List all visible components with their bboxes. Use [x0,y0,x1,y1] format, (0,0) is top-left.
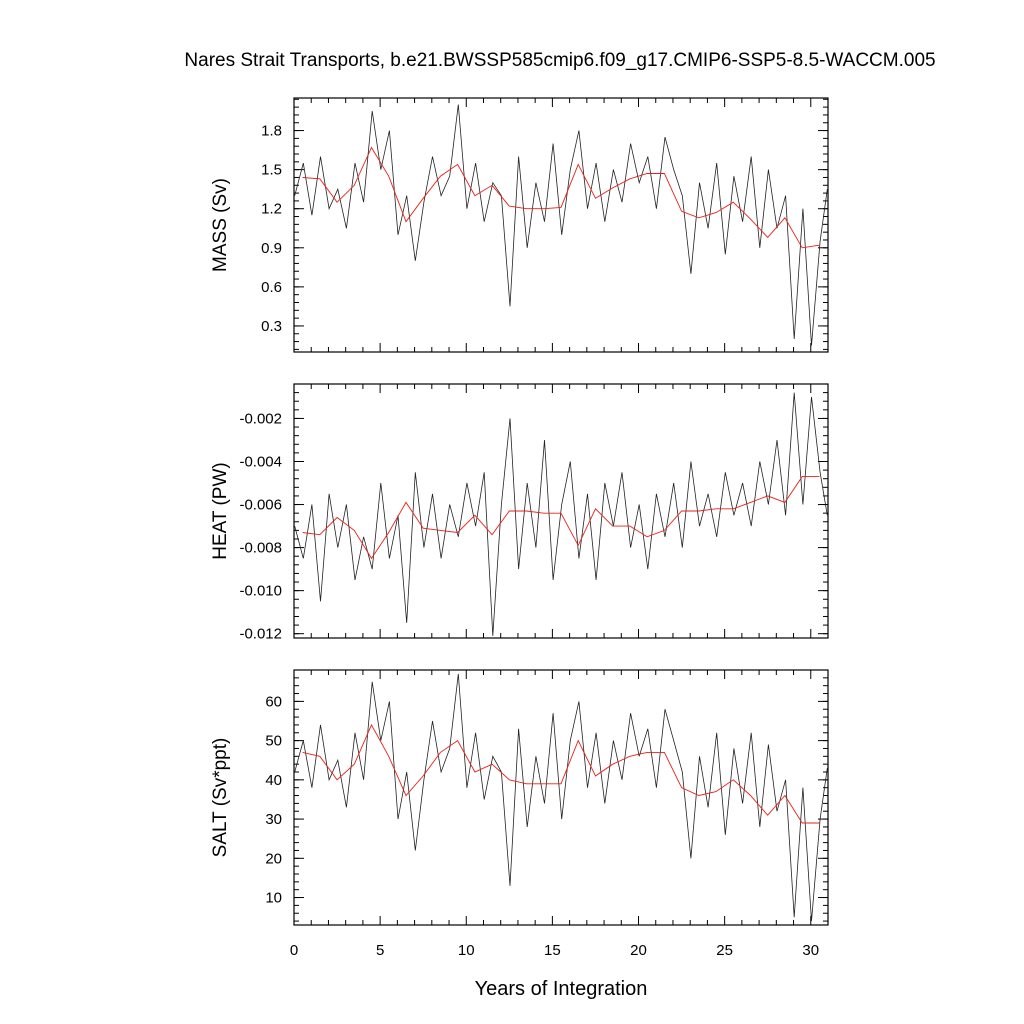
x-tick-label: 5 [376,942,384,959]
y-tick-label: 0.6 [261,279,282,296]
y-tick-label: 10 [265,890,282,907]
plot-frame [293,383,829,639]
monthly-series-line [294,104,828,346]
x-tick-label: 15 [544,942,561,959]
y-tick-label: 20 [265,850,282,867]
x-tick-label: 20 [630,942,647,959]
y-tick-label: 1.8 [261,123,282,140]
panel-bottom: 10 20 30 40 50 60 SALT (Sv*ppt) 0 5 10 15 20 25 30 Yea… [210,669,829,1000]
y-tick-label: -0.004 [239,453,282,470]
monthly-series-line [294,392,828,636]
y-tick-label: 30 [265,811,282,828]
y-tick-label: 60 [265,693,282,710]
monthly-series-line [294,673,828,922]
y-tick-label: -0.012 [239,626,282,643]
plot-frame [293,669,829,926]
running-mean-line [302,476,820,560]
running-mean-line [302,146,820,249]
y-axis-label: HEAT (PW) [210,462,231,559]
y-tick-label: 0.3 [261,318,282,335]
y-tick-label: 50 [265,733,282,750]
plot-frame [293,97,829,353]
y-axis-label: MASS (Sv) [210,178,231,272]
y-axis-label: SALT (Sv*ppt) [210,738,231,858]
x-tick-label: 25 [716,942,733,959]
x-tick-label: 10 [458,942,475,959]
chart-title: Nares Strait Transports, b.e21.BWSSP585c… [184,50,935,71]
y-tick-label: 1.2 [261,201,282,218]
y-tick-label: -0.010 [239,583,282,600]
running-mean-line [302,723,820,824]
y-tick-label: 40 [265,772,282,789]
x-tick-label: 30 [802,942,819,959]
panel-top: 0.3 0.6 0.9 1.2 1.5 1.8 MASS (Sv) [210,97,829,353]
y-tick-label: -0.008 [239,540,282,557]
y-tick-label: 1.5 [261,162,282,179]
y-tick-label: -0.006 [239,497,282,514]
x-tick-label: 0 [290,942,298,959]
panel-middle: -0.012 -0.010 -0.008 -0.006 -0.004 -0.002 HEAT… [210,383,829,643]
y-tick-label: -0.002 [239,410,282,427]
y-tick-label: 0.9 [261,240,282,257]
x-axis-label: Years of Integration [475,978,648,1000]
